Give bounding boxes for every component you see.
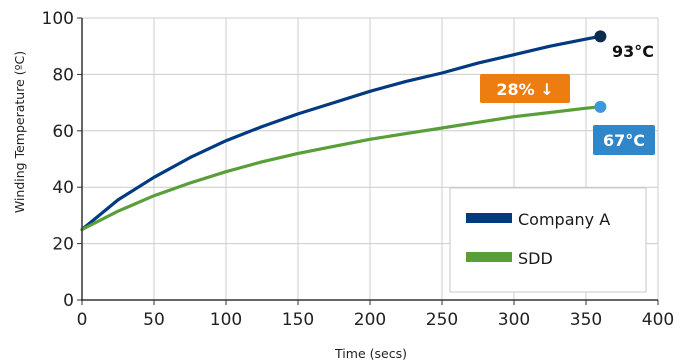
y-tick-label: 60 xyxy=(52,122,74,142)
x-axis-title: Time (secs) xyxy=(334,346,407,361)
legend: Company A SDD xyxy=(449,187,647,293)
x-tick-label: 400 xyxy=(642,310,674,330)
legend-label-company-a: Company A xyxy=(518,210,610,229)
reduction-badge-label: 28% ↓ xyxy=(496,80,553,99)
y-tick-label: 80 xyxy=(52,65,74,85)
tick-labels: 0 50 100 150 200 250 300 350 400 0 20 40 60 80 100 xyxy=(42,9,675,330)
series-line-sdd xyxy=(80,105,603,232)
y-tick-label: 20 xyxy=(52,235,74,255)
x-tick-label: 0 xyxy=(77,310,88,330)
series-layer xyxy=(80,34,603,232)
legend-swatch-sdd xyxy=(466,252,512,262)
sdd-end-marker xyxy=(594,100,607,113)
x-tick-label: 150 xyxy=(282,310,314,330)
x-tick-label: 200 xyxy=(354,310,386,330)
sdd-end-badge-label: 67°C xyxy=(603,131,645,150)
axes xyxy=(77,17,659,305)
legend-swatch-company-a xyxy=(466,213,512,223)
x-tick-label: 100 xyxy=(210,310,242,330)
company-a-end-label: 93°C xyxy=(612,42,654,61)
grid-lines xyxy=(82,17,659,300)
y-tick-label: 0 xyxy=(63,291,74,311)
legend-box xyxy=(449,187,647,293)
legend-label-sdd: SDD xyxy=(518,249,553,268)
y-axis-title: Winding Temperature (ºC) xyxy=(12,51,27,213)
y-tick-label: 100 xyxy=(42,9,74,29)
x-tick-label: 350 xyxy=(570,310,602,330)
company-a-end-marker xyxy=(594,30,607,43)
sdd-end-badge xyxy=(593,125,655,155)
x-tick-label: 300 xyxy=(498,310,530,330)
y-tick-label: 40 xyxy=(52,178,74,198)
annotations: 93°C 28% ↓ 67°C xyxy=(480,30,655,155)
x-tick-label: 50 xyxy=(143,310,165,330)
reduction-badge xyxy=(480,74,570,103)
x-tick-label: 250 xyxy=(426,310,458,330)
series-line-company-a xyxy=(80,34,603,232)
